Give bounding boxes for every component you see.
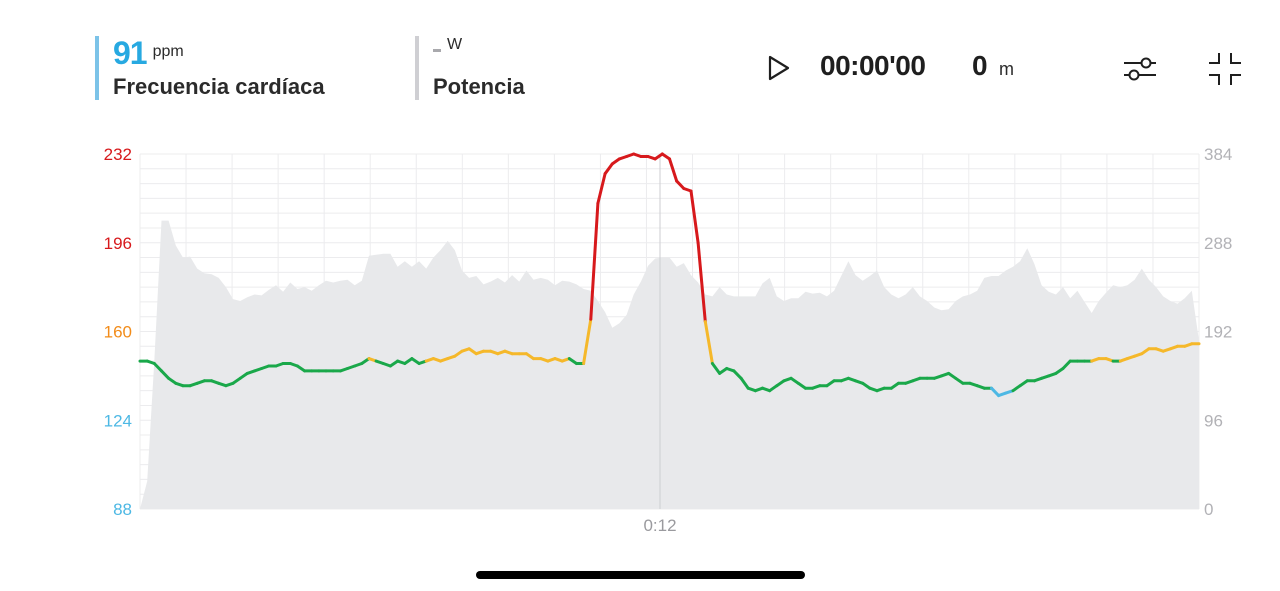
home-indicator xyxy=(476,571,805,579)
heart-rate-segment xyxy=(732,369,743,380)
heart-rate-segment xyxy=(160,369,171,380)
heart-rate-power-chart: 232 196 160 124 88 384 288 192 96 0 0:12 xyxy=(104,145,1233,535)
heart-rate-metric: 91 ppm Frecuencia cardíaca xyxy=(95,36,325,100)
heart-rate-segment xyxy=(582,317,593,365)
y-left-tick-label: 124 xyxy=(104,411,132,430)
power-area-layer xyxy=(140,220,1199,509)
heart-rate-segment xyxy=(668,157,679,183)
y-right-tick-label: 0 xyxy=(1204,500,1213,519)
play-icon xyxy=(768,55,790,81)
heart-rate-segment xyxy=(1061,359,1072,370)
heart-rate-segment xyxy=(990,386,1001,398)
y-left-tick-label: 196 xyxy=(104,234,132,253)
heart-rate-segment xyxy=(152,362,163,373)
y-right-tick-label: 384 xyxy=(1204,145,1232,164)
heart-rate-line-layer xyxy=(138,152,1201,509)
heart-rate-segment xyxy=(703,320,714,365)
play-button[interactable] xyxy=(766,54,792,82)
heart-rate-label: Frecuencia cardíaca xyxy=(113,74,325,99)
sliders-icon xyxy=(1124,57,1156,81)
power-value-placeholder xyxy=(433,49,441,53)
collapse-button[interactable] xyxy=(1206,50,1244,88)
playback-distance: 0 xyxy=(972,50,988,81)
heart-rate-segment xyxy=(675,179,686,190)
power-label: Potencia xyxy=(433,74,525,99)
power-metric: W Potencia xyxy=(415,36,525,100)
heart-rate-segment xyxy=(739,376,750,390)
heart-rate-segment xyxy=(696,241,707,324)
power-area xyxy=(140,220,1199,509)
settings-button[interactable] xyxy=(1120,52,1160,86)
heart-rate-segment xyxy=(589,201,600,321)
y-right-tick-label: 192 xyxy=(1204,323,1232,342)
x-tick-label: 0:12 xyxy=(643,516,676,535)
y-left-tick-label: 232 xyxy=(104,145,132,164)
heart-rate-unit: ppm xyxy=(152,43,184,60)
y-right-tick-label: 288 xyxy=(1204,234,1232,253)
heart-rate-segment xyxy=(603,162,614,176)
heart-rate-segment xyxy=(710,362,722,375)
heart-rate-value: 91 xyxy=(113,35,148,71)
chart-axes: 232 196 160 124 88 384 288 192 96 0 0:12 xyxy=(104,145,1233,535)
y-left-tick-label: 88 xyxy=(113,500,132,519)
heart-rate-segment xyxy=(596,172,607,205)
power-unit: W xyxy=(447,36,463,53)
heart-rate-segment xyxy=(689,189,700,245)
y-left-tick-label: 160 xyxy=(104,323,132,342)
playback-time: 00:00'00 xyxy=(820,50,926,81)
collapse-icon xyxy=(1209,53,1241,85)
y-right-tick-label: 96 xyxy=(1204,411,1223,430)
distance-unit: m xyxy=(999,59,1014,79)
